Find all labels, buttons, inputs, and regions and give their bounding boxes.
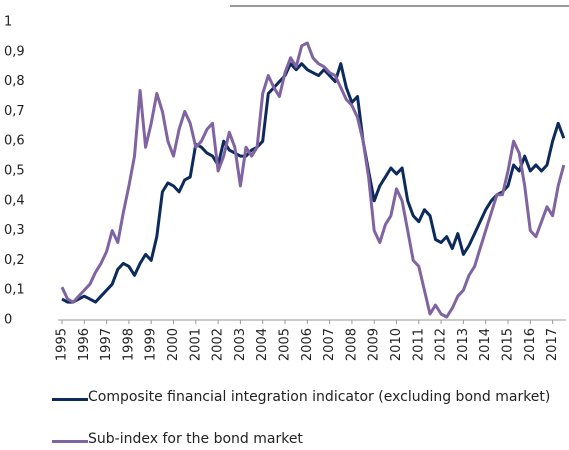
x-tick-label: 2011 [411,328,426,361]
series-line [61,62,566,304]
x-tick-label: 2001 [188,328,203,361]
x-tick-label: 1997 [99,328,114,361]
legend-swatch [52,398,88,401]
x-tick-label: 2007 [322,328,337,361]
y-tick-label: 0,6 [4,134,25,149]
x-tick-label: 2003 [233,328,248,361]
x-tick-label: 1996 [77,328,92,361]
y-tick-label: 0,2 [4,253,25,268]
x-tick-label: 2005 [278,328,293,361]
x-tick-label: 2013 [456,328,471,361]
x-tick-label: 2010 [389,328,404,361]
x-tick-label: 2008 [344,328,359,361]
x-tick-label: 2017 [545,328,560,361]
x-tick-label: 2014 [478,328,493,361]
x-tick-label: 2000 [166,328,181,361]
series-line [60,41,566,319]
legend-swatch [52,440,88,443]
x-tick-label: 1998 [121,328,136,361]
y-tick-label: 1 [4,15,12,30]
x-tick-label: 2006 [300,328,315,361]
x-tick-label: 2009 [367,328,382,361]
y-tick-label: 0,8 [4,74,25,89]
y-tick-label: 0,3 [4,223,25,238]
y-tick-label: 0,7 [4,104,25,119]
x-tick-label: 2004 [255,328,270,361]
y-tick-label: 0,5 [4,164,25,179]
x-tick-label: 1995 [55,328,70,361]
y-tick-label: 0,1 [4,283,25,298]
legend-label: Sub-index for the bond market [88,431,303,447]
x-tick-label: 2012 [434,328,449,361]
chart: 0 0,1 0,2 0,3 0,4 0,5 0,6 0,7 0,8 0,9 1 1995 1996 199… [4,5,569,361]
x-tick-label: 2015 [501,328,516,361]
legend-label: Composite financial integration indicato… [88,389,551,405]
x-tick-label: 2016 [523,328,538,361]
x-tick-label: 1999 [144,328,159,361]
y-tick-label: 0 [4,313,12,328]
y-tick-label: 0,4 [4,193,25,208]
x-tick-label: 2002 [211,328,226,361]
y-tick-label: 0,9 [4,44,25,59]
